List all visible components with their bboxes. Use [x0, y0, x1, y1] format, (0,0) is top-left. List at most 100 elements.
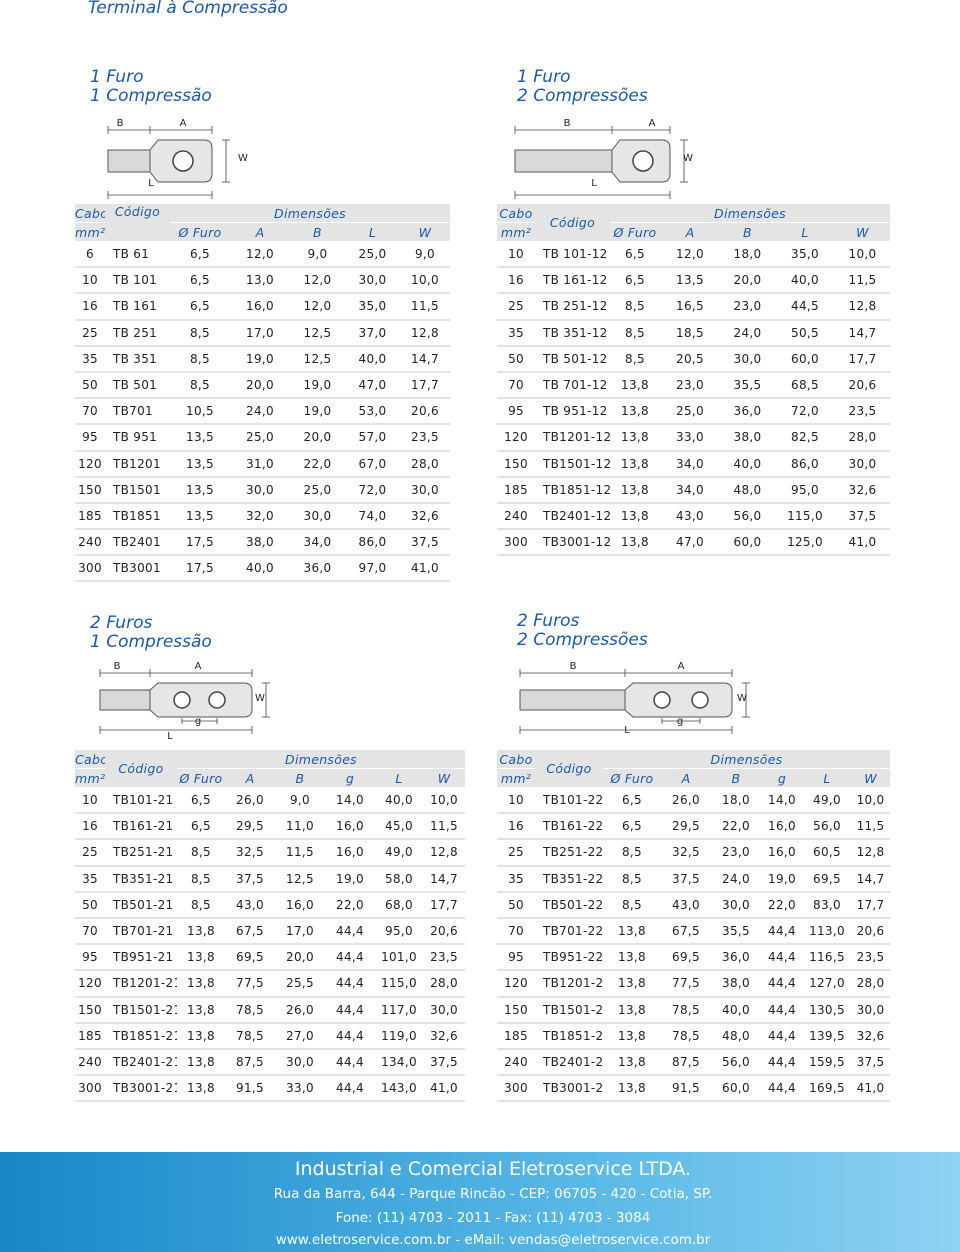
table-cell: 57,0 [345, 424, 400, 452]
table-cell: 25 [497, 293, 535, 321]
table-cell: 68,0 [375, 891, 423, 919]
header-cell: A [230, 222, 290, 242]
table-cell: 12,0 [660, 241, 720, 269]
table-row: 95 TB 951 13,5 25,0 20,0 57,0 23,5 [75, 424, 450, 452]
table-cell: 95 [497, 944, 535, 972]
table-cell: 49,0 [803, 787, 851, 815]
table-cell: TB701 [105, 398, 170, 426]
table-cell: 13,8 [610, 398, 660, 426]
table-row: 240 TB2401 17,5 38,0 34,0 86,0 37,5 [75, 529, 450, 557]
table-cell: 8,5 [610, 319, 660, 347]
header-cell: mm² [497, 768, 535, 788]
table-cell: 40,0 [720, 450, 775, 478]
header-cell: mm² [497, 222, 535, 242]
table-cell: 120 [497, 970, 535, 998]
table-row: 10 TB 101-12 6,5 12,0 18,0 35,0 10,0 [497, 241, 890, 269]
dimension-label: W [683, 153, 693, 164]
table-cell: 40,0 [345, 345, 400, 373]
table-cell: 18,0 [711, 787, 761, 815]
table-cell: TB 351 [105, 345, 170, 373]
table-cell: 20,0 [275, 944, 325, 972]
table-cell: 8,5 [177, 865, 225, 893]
table-cell: 69,5 [803, 865, 851, 893]
table-row: 95 TB 951-12 13,8 25,0 36,0 72,0 23,5 [497, 398, 890, 426]
lug-hole [208, 691, 226, 709]
table-cell: 17,7 [400, 371, 450, 400]
table-cell: 13,5 [170, 476, 230, 504]
table-cell: 22,0 [761, 891, 803, 919]
table-cell: TB 501-12 [535, 345, 610, 373]
header-cell: L [803, 768, 851, 788]
table-row: 185 TB1851-21 13,8 78,5 27,0 44,4 119,0 32,6 [75, 1022, 466, 1050]
header-cell: Código [535, 750, 603, 788]
heading-line: 1 Compressão [90, 86, 212, 106]
table-cell: 20,6 [835, 371, 890, 400]
table-cell: 240 [75, 1048, 105, 1077]
dimension-label: L [148, 178, 154, 189]
table-cell: 44,4 [761, 970, 803, 998]
header-cell: Cabo [75, 750, 105, 769]
table-cell: 30,0 [345, 267, 400, 295]
table-cell: TB2401-22 [535, 1048, 603, 1077]
table-cell: 25 [497, 839, 535, 867]
table-cell: 49,0 [375, 839, 423, 867]
table-cell: 70 [497, 371, 535, 400]
table-cell: 8,5 [603, 839, 661, 867]
table-cell: 27,0 [275, 1022, 325, 1050]
table-cell: 95,0 [375, 917, 423, 946]
table-cell: 19,0 [325, 865, 375, 893]
lug-hole [691, 691, 709, 709]
header-cell: B [720, 222, 775, 242]
table-cell: 10 [75, 787, 105, 815]
table-cell: TB3001 [105, 555, 170, 583]
table-cell: 86,0 [345, 529, 400, 557]
table-cell: TB251-22 [535, 839, 603, 867]
header-row: mm² Ø Furo A B L W [497, 222, 890, 242]
table-cell: 14,7 [851, 865, 891, 893]
table-cell: 119,0 [375, 1022, 423, 1050]
table-cell: TB 351-12 [535, 319, 610, 347]
table-cell: 50 [497, 891, 535, 919]
table-cell: 23,5 [400, 424, 450, 452]
table-row: 95 TB951-22 13,8 69,5 36,0 44,4 116,5 23,5 [497, 944, 891, 972]
header-cell: mm² [75, 222, 105, 242]
table-cell: 16 [497, 267, 535, 295]
table-cell: 14,7 [835, 319, 890, 347]
dimension-label: L [624, 725, 630, 736]
table-cell: 44,4 [761, 996, 803, 1024]
table-cell: 134,0 [375, 1048, 423, 1077]
table-row: 50 TB 501-12 8,5 20,5 30,0 60,0 17,7 [497, 345, 890, 373]
table-cell: 58,0 [375, 865, 423, 893]
table-cell: 30,0 [275, 1048, 325, 1077]
table-cell: 29,5 [225, 813, 275, 841]
table-cell: 67,5 [661, 917, 711, 946]
table-cell: TB3001-12 [535, 529, 610, 557]
table-cell: TB1501 [105, 476, 170, 504]
table-cell: TB1851 [105, 502, 170, 531]
table-row: 16 TB 161 6,5 16,0 12,0 35,0 11,5 [75, 293, 450, 321]
table-row: 120 TB1201-12 13,8 33,0 38,0 82,5 28,0 [497, 424, 890, 452]
table-cell: 13,8 [610, 476, 660, 504]
table-cell: 30,0 [851, 996, 891, 1024]
table-cell: 60,0 [711, 1075, 761, 1103]
table-cell: TB101-21 [105, 787, 177, 815]
table-cell: 25 [75, 319, 105, 347]
table-cell: 87,5 [661, 1048, 711, 1077]
table-cell: 32,5 [661, 839, 711, 867]
table-cell: 19,0 [290, 371, 345, 400]
table-cell: TB1851-21 [105, 1022, 177, 1050]
table-cell: 37,5 [400, 529, 450, 557]
table-cell: 17,7 [851, 891, 891, 919]
table-cell: 32,6 [835, 476, 890, 504]
lug-hole [172, 150, 194, 172]
table-cell: 86,0 [775, 450, 835, 478]
table-row: 150 TB1501-12 13,8 34,0 40,0 86,0 30,0 [497, 450, 890, 478]
table-cell: TB 61 [105, 241, 170, 269]
table-cell: 13,8 [610, 502, 660, 531]
table-cell: 13,8 [603, 1075, 661, 1103]
table-row: 120 TB1201 13,5 31,0 22,0 67,0 28,0 [75, 450, 450, 478]
lug-tongue [624, 682, 733, 718]
lug-hole [653, 691, 671, 709]
table-cell: 70 [75, 917, 105, 946]
table-cell: 17,0 [230, 319, 290, 347]
